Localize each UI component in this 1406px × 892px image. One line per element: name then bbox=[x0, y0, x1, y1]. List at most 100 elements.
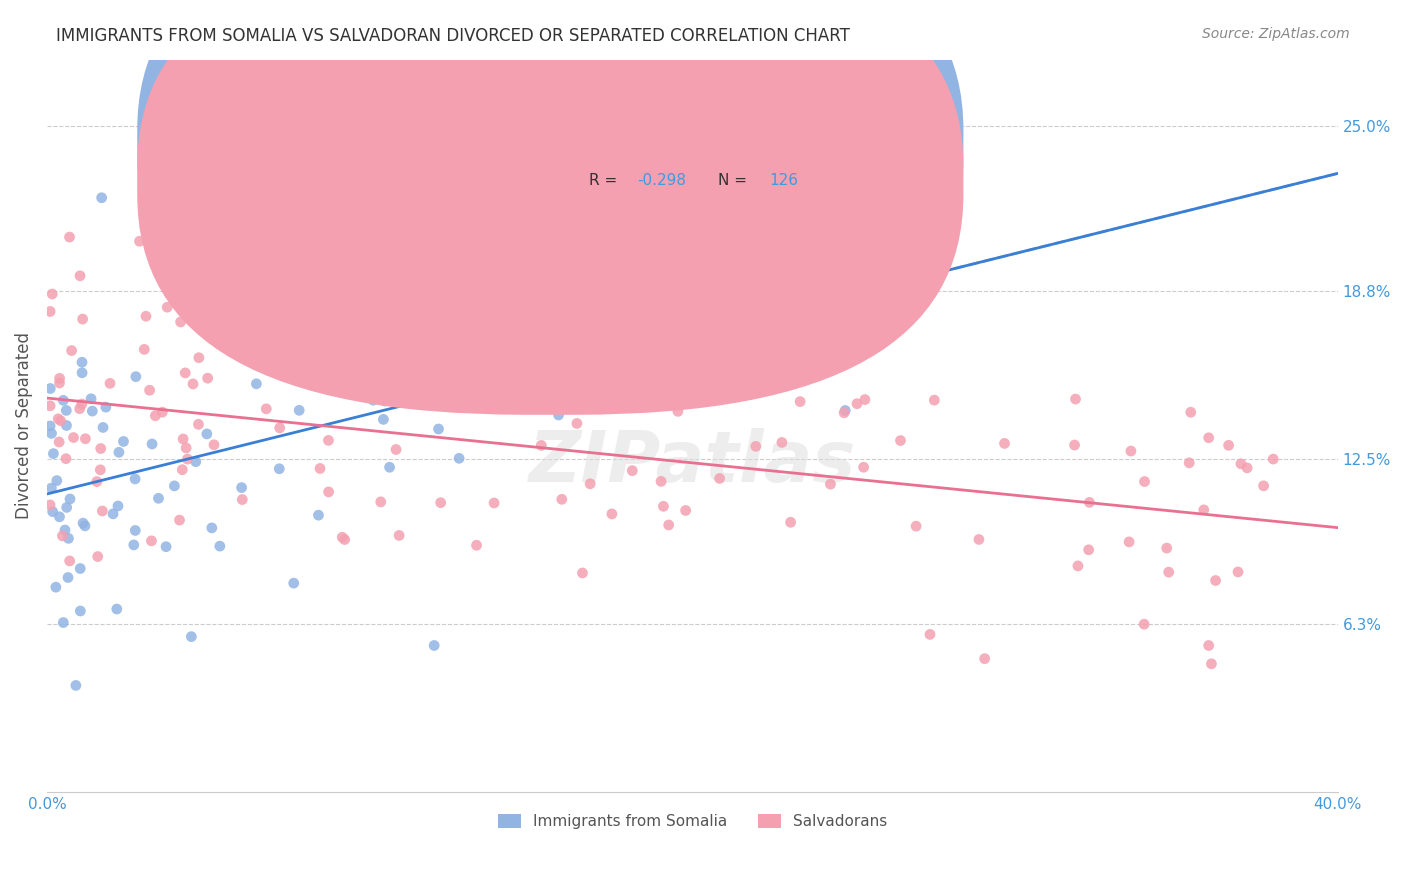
Point bbox=[254, 401, 277, 416]
Point bbox=[918, 627, 941, 641]
Point bbox=[124, 524, 146, 538]
Text: ZIPatlas: ZIPatlas bbox=[529, 428, 856, 497]
Text: -0.298: -0.298 bbox=[637, 173, 686, 188]
Point bbox=[48, 371, 70, 385]
Point bbox=[41, 287, 63, 301]
Point bbox=[39, 498, 62, 512]
Point bbox=[280, 270, 302, 285]
Point bbox=[326, 318, 349, 333]
Point bbox=[905, 519, 928, 533]
Point bbox=[1263, 452, 1285, 467]
Point bbox=[1192, 503, 1215, 517]
Point bbox=[231, 481, 253, 495]
Point bbox=[832, 406, 855, 420]
Point bbox=[101, 507, 124, 521]
FancyBboxPatch shape bbox=[138, 0, 963, 415]
Point bbox=[745, 439, 768, 453]
Text: IMMIGRANTS FROM SOMALIA VS SALVADORAN DIVORCED OR SEPARATED CORRELATION CHART: IMMIGRANTS FROM SOMALIA VS SALVADORAN DI… bbox=[56, 27, 851, 45]
Point bbox=[52, 615, 75, 630]
Point bbox=[208, 539, 231, 553]
Point bbox=[172, 463, 194, 477]
Point bbox=[201, 521, 224, 535]
Point bbox=[94, 400, 117, 414]
Point bbox=[378, 460, 401, 475]
Text: 0.283: 0.283 bbox=[641, 136, 685, 152]
Point bbox=[72, 516, 94, 530]
Point bbox=[89, 463, 111, 477]
Point bbox=[571, 566, 593, 580]
Point bbox=[600, 507, 623, 521]
Point bbox=[449, 451, 471, 466]
Point bbox=[530, 438, 553, 452]
Point bbox=[288, 403, 311, 417]
Point bbox=[69, 604, 91, 618]
Point bbox=[141, 533, 163, 548]
Point bbox=[361, 393, 384, 408]
Point bbox=[709, 471, 731, 485]
Point bbox=[135, 310, 157, 324]
Point bbox=[48, 509, 70, 524]
Point bbox=[370, 495, 392, 509]
Point bbox=[733, 288, 755, 302]
Point bbox=[69, 268, 91, 283]
Point bbox=[176, 452, 198, 467]
Point bbox=[1198, 431, 1220, 445]
Point bbox=[181, 376, 204, 391]
Point bbox=[197, 371, 219, 385]
Point bbox=[318, 484, 340, 499]
Text: Source: ZipAtlas.com: Source: ZipAtlas.com bbox=[1202, 27, 1350, 41]
Point bbox=[141, 437, 163, 451]
Point bbox=[39, 419, 62, 434]
FancyBboxPatch shape bbox=[499, 114, 873, 213]
Point bbox=[124, 472, 146, 486]
Point bbox=[86, 549, 108, 564]
Point bbox=[51, 529, 73, 543]
Point bbox=[579, 476, 602, 491]
Point bbox=[148, 491, 170, 506]
Point bbox=[53, 523, 76, 537]
Point bbox=[58, 532, 80, 546]
Point bbox=[658, 518, 681, 533]
Point bbox=[107, 499, 129, 513]
Point bbox=[80, 392, 103, 406]
Point bbox=[1201, 657, 1223, 671]
Point bbox=[834, 403, 856, 417]
Point bbox=[202, 438, 225, 452]
Text: 75: 75 bbox=[769, 136, 789, 152]
Point bbox=[60, 343, 83, 358]
Point bbox=[108, 445, 131, 459]
Point bbox=[70, 397, 93, 411]
Text: 126: 126 bbox=[769, 173, 799, 188]
Point bbox=[165, 278, 187, 293]
Point bbox=[375, 386, 398, 401]
Point bbox=[41, 481, 63, 495]
Point bbox=[329, 293, 352, 308]
Point bbox=[55, 418, 77, 433]
Point bbox=[138, 383, 160, 397]
Point bbox=[820, 477, 842, 491]
Point bbox=[1067, 558, 1090, 573]
Point bbox=[41, 505, 63, 519]
Point bbox=[283, 576, 305, 591]
Point bbox=[98, 376, 121, 391]
Point bbox=[1077, 542, 1099, 557]
Text: R =: R = bbox=[589, 136, 617, 152]
Point bbox=[55, 500, 77, 515]
Point bbox=[789, 394, 811, 409]
Point bbox=[82, 404, 104, 418]
Point bbox=[59, 554, 82, 568]
Point bbox=[70, 355, 93, 369]
Point bbox=[69, 561, 91, 575]
Point bbox=[333, 533, 356, 547]
Legend: Immigrants from Somalia, Salvadorans: Immigrants from Somalia, Salvadorans bbox=[492, 808, 893, 836]
Point bbox=[654, 227, 676, 242]
Point bbox=[90, 442, 112, 456]
Point bbox=[42, 447, 65, 461]
Point bbox=[55, 403, 77, 417]
Point bbox=[1063, 438, 1085, 452]
Point bbox=[967, 533, 990, 547]
Point bbox=[675, 503, 697, 517]
Point bbox=[1133, 475, 1156, 489]
Point bbox=[852, 460, 875, 475]
Point bbox=[59, 491, 82, 506]
